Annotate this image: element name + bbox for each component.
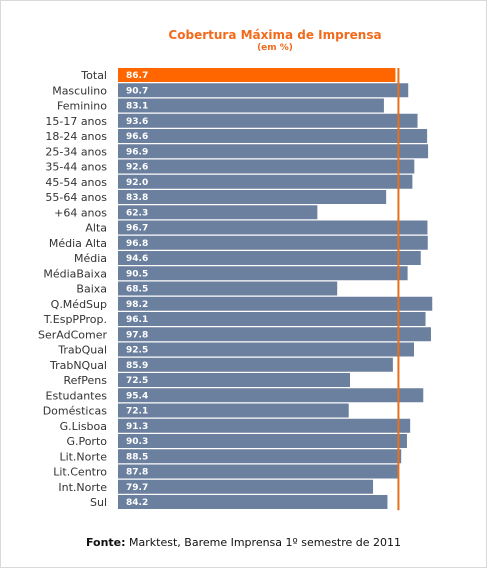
value-label-10: 96.7 <box>126 224 148 234</box>
bar-8 <box>118 190 387 204</box>
value-label-22: 72.1 <box>126 407 148 417</box>
bar-7 <box>118 174 413 189</box>
value-label-8: 83.8 <box>126 193 148 203</box>
value-label-23: 91.3 <box>126 422 148 432</box>
value-label-18: 92.5 <box>126 346 148 356</box>
category-label-5: 25-34 anos <box>45 145 107 158</box>
category-label-3: 15-17 anos <box>45 115 107 128</box>
bar-4 <box>118 129 428 143</box>
bar-10 <box>118 220 428 235</box>
bar-18 <box>118 342 414 357</box>
category-label-26: Lit.Centro <box>53 466 107 479</box>
category-label-12: Média <box>74 252 107 265</box>
value-label-3: 93.6 <box>126 117 148 127</box>
labels-layer: 86.7 Total 90.7 Masculino 83.1 Feminino 93.6 15… <box>38 69 148 509</box>
category-label-7: 45-54 anos <box>45 176 107 189</box>
bar-26 <box>118 464 399 479</box>
value-label-25: 88.5 <box>126 452 148 462</box>
value-label-12: 94.6 <box>126 254 148 264</box>
bar-9 <box>118 205 318 220</box>
category-label-4: 18-24 anos <box>45 130 107 143</box>
bar-22 <box>118 403 349 418</box>
bar-6 <box>118 159 415 174</box>
bar-2 <box>118 98 384 113</box>
source-text: Marktest, Bareme Imprensa 1º semestre de… <box>125 536 402 549</box>
bar-19 <box>118 357 393 372</box>
value-label-4: 96.6 <box>126 132 148 142</box>
value-label-5: 96.9 <box>126 147 148 157</box>
category-label-6: 35-44 anos <box>45 161 107 174</box>
source-label: Fonte: <box>85 536 126 549</box>
category-label-8: 55-64 anos <box>45 191 107 204</box>
value-label-13: 90.5 <box>126 269 148 279</box>
category-label-25: Lit.Norte <box>59 450 107 463</box>
chart-subtitle: (em %) <box>257 43 293 53</box>
category-label-15: Q.MédSup <box>51 298 107 311</box>
category-label-21: Estudantes <box>46 389 108 402</box>
value-label-28: 84.2 <box>126 498 148 508</box>
value-label-2: 83.1 <box>126 102 148 112</box>
value-label-9: 62.3 <box>126 208 148 218</box>
category-label-17: SerAdComer <box>38 328 107 341</box>
category-label-19: TrabNQual <box>49 359 107 372</box>
value-label-26: 87.8 <box>126 468 148 478</box>
value-label-21: 95.4 <box>126 391 148 401</box>
category-label-11: Média Alta <box>49 237 107 250</box>
source-note: Fonte: Marktest, Bareme Imprensa 1º seme… <box>0 536 487 549</box>
value-label-27: 79.7 <box>126 483 148 493</box>
bar-20 <box>118 373 350 387</box>
category-label-22: Domésticas <box>43 405 108 418</box>
bar-11 <box>118 235 428 250</box>
bar-12 <box>118 251 421 265</box>
bar-25 <box>118 449 402 464</box>
bar-21 <box>118 388 424 403</box>
bar-1 <box>118 83 409 98</box>
bar-23 <box>118 418 411 433</box>
bar-chart: 86.7 Total 90.7 Masculino 83.1 Feminino 93.6 15… <box>38 68 433 511</box>
category-label-2: Feminino <box>57 100 107 113</box>
value-label-0: 86.7 <box>126 71 148 81</box>
bar-28 <box>118 495 388 509</box>
bar-15 <box>118 296 433 311</box>
bar-27 <box>118 479 374 494</box>
value-label-14: 68.5 <box>126 285 148 295</box>
bar-16 <box>118 312 426 326</box>
category-label-13: MédiaBaixa <box>43 267 107 280</box>
category-label-9: +64 anos <box>54 206 107 219</box>
bar-17 <box>118 327 431 342</box>
value-label-17: 97.8 <box>126 330 148 340</box>
category-label-10: Alta <box>85 222 107 235</box>
bar-14 <box>118 281 338 296</box>
value-label-7: 92.0 <box>126 178 148 188</box>
value-label-20: 72.5 <box>126 376 148 386</box>
category-label-24: G.Porto <box>66 435 107 448</box>
bars-layer <box>118 68 433 509</box>
category-label-14: Baixa <box>76 283 107 296</box>
bar-5 <box>118 144 429 159</box>
category-label-27: Int.Norte <box>58 481 107 494</box>
category-label-1: Masculino <box>52 84 107 97</box>
value-label-19: 85.9 <box>126 361 148 371</box>
value-label-1: 90.7 <box>126 86 148 96</box>
bar-0 <box>118 68 396 82</box>
bar-3 <box>118 113 418 128</box>
category-label-23: G.Lisboa <box>60 420 107 433</box>
category-label-0: Total <box>80 69 107 82</box>
value-label-11: 96.8 <box>126 239 148 249</box>
bar-13 <box>118 266 408 281</box>
bar-24 <box>118 434 407 448</box>
value-label-16: 96.1 <box>126 315 148 325</box>
value-label-24: 90.3 <box>126 437 148 447</box>
category-label-16: T.EspPProp. <box>43 313 107 326</box>
category-label-28: Sul <box>90 496 107 509</box>
category-label-18: TrabQual <box>57 344 107 357</box>
category-label-20: RefPens <box>63 374 107 387</box>
value-label-6: 92.6 <box>126 163 148 173</box>
value-label-15: 98.2 <box>126 300 148 310</box>
chart-title: Cobertura Máxima de Imprensa <box>168 28 382 42</box>
